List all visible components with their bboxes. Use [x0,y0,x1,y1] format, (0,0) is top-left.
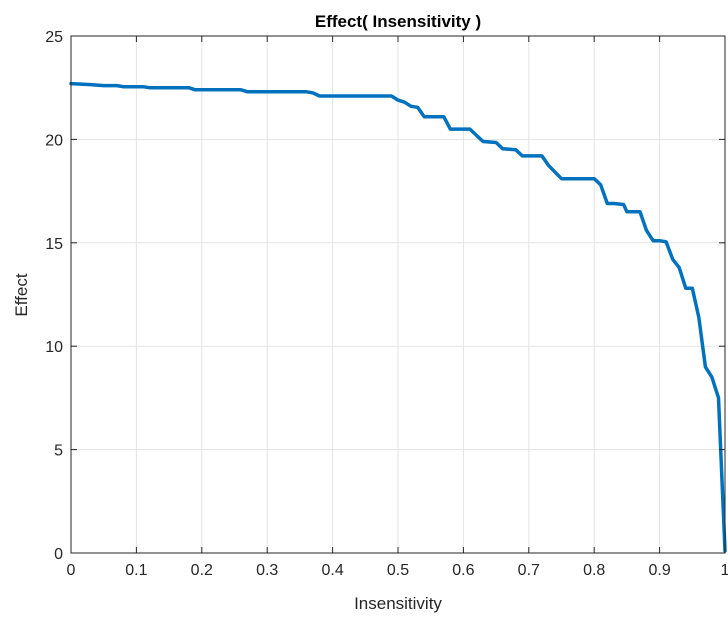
axes-box [70,35,726,554]
x-tick-label: 0.2 [191,562,213,579]
y-tick-label: 10 [45,339,63,356]
y-tick-label: 5 [54,443,63,460]
x-tick-label: 0 [67,562,76,579]
x-tick-label: 0.1 [125,562,147,579]
series-line [69,81,727,553]
y-tick-label: 25 [45,29,63,46]
x-tick-label: 0.6 [452,562,474,579]
y-tick-label: 20 [45,132,63,149]
x-tick-label: 1 [721,562,728,579]
x-tick-label: 0.4 [321,562,343,579]
y-axis-label: Effect [12,273,31,316]
x-tick-label: 0.5 [387,562,409,579]
chart-title: Effect( Insensitivity ) [315,12,481,31]
x-tick-label: 0.9 [648,562,670,579]
x-tick-label: 0.3 [256,562,278,579]
y-tick-label: 15 [45,236,63,253]
plot-area [69,81,727,553]
y-tick-label: 0 [54,546,63,563]
x-axis-label: Insensitivity [354,594,442,613]
x-tick-label: 0.7 [518,562,540,579]
x-tick-label: 0.8 [583,562,605,579]
